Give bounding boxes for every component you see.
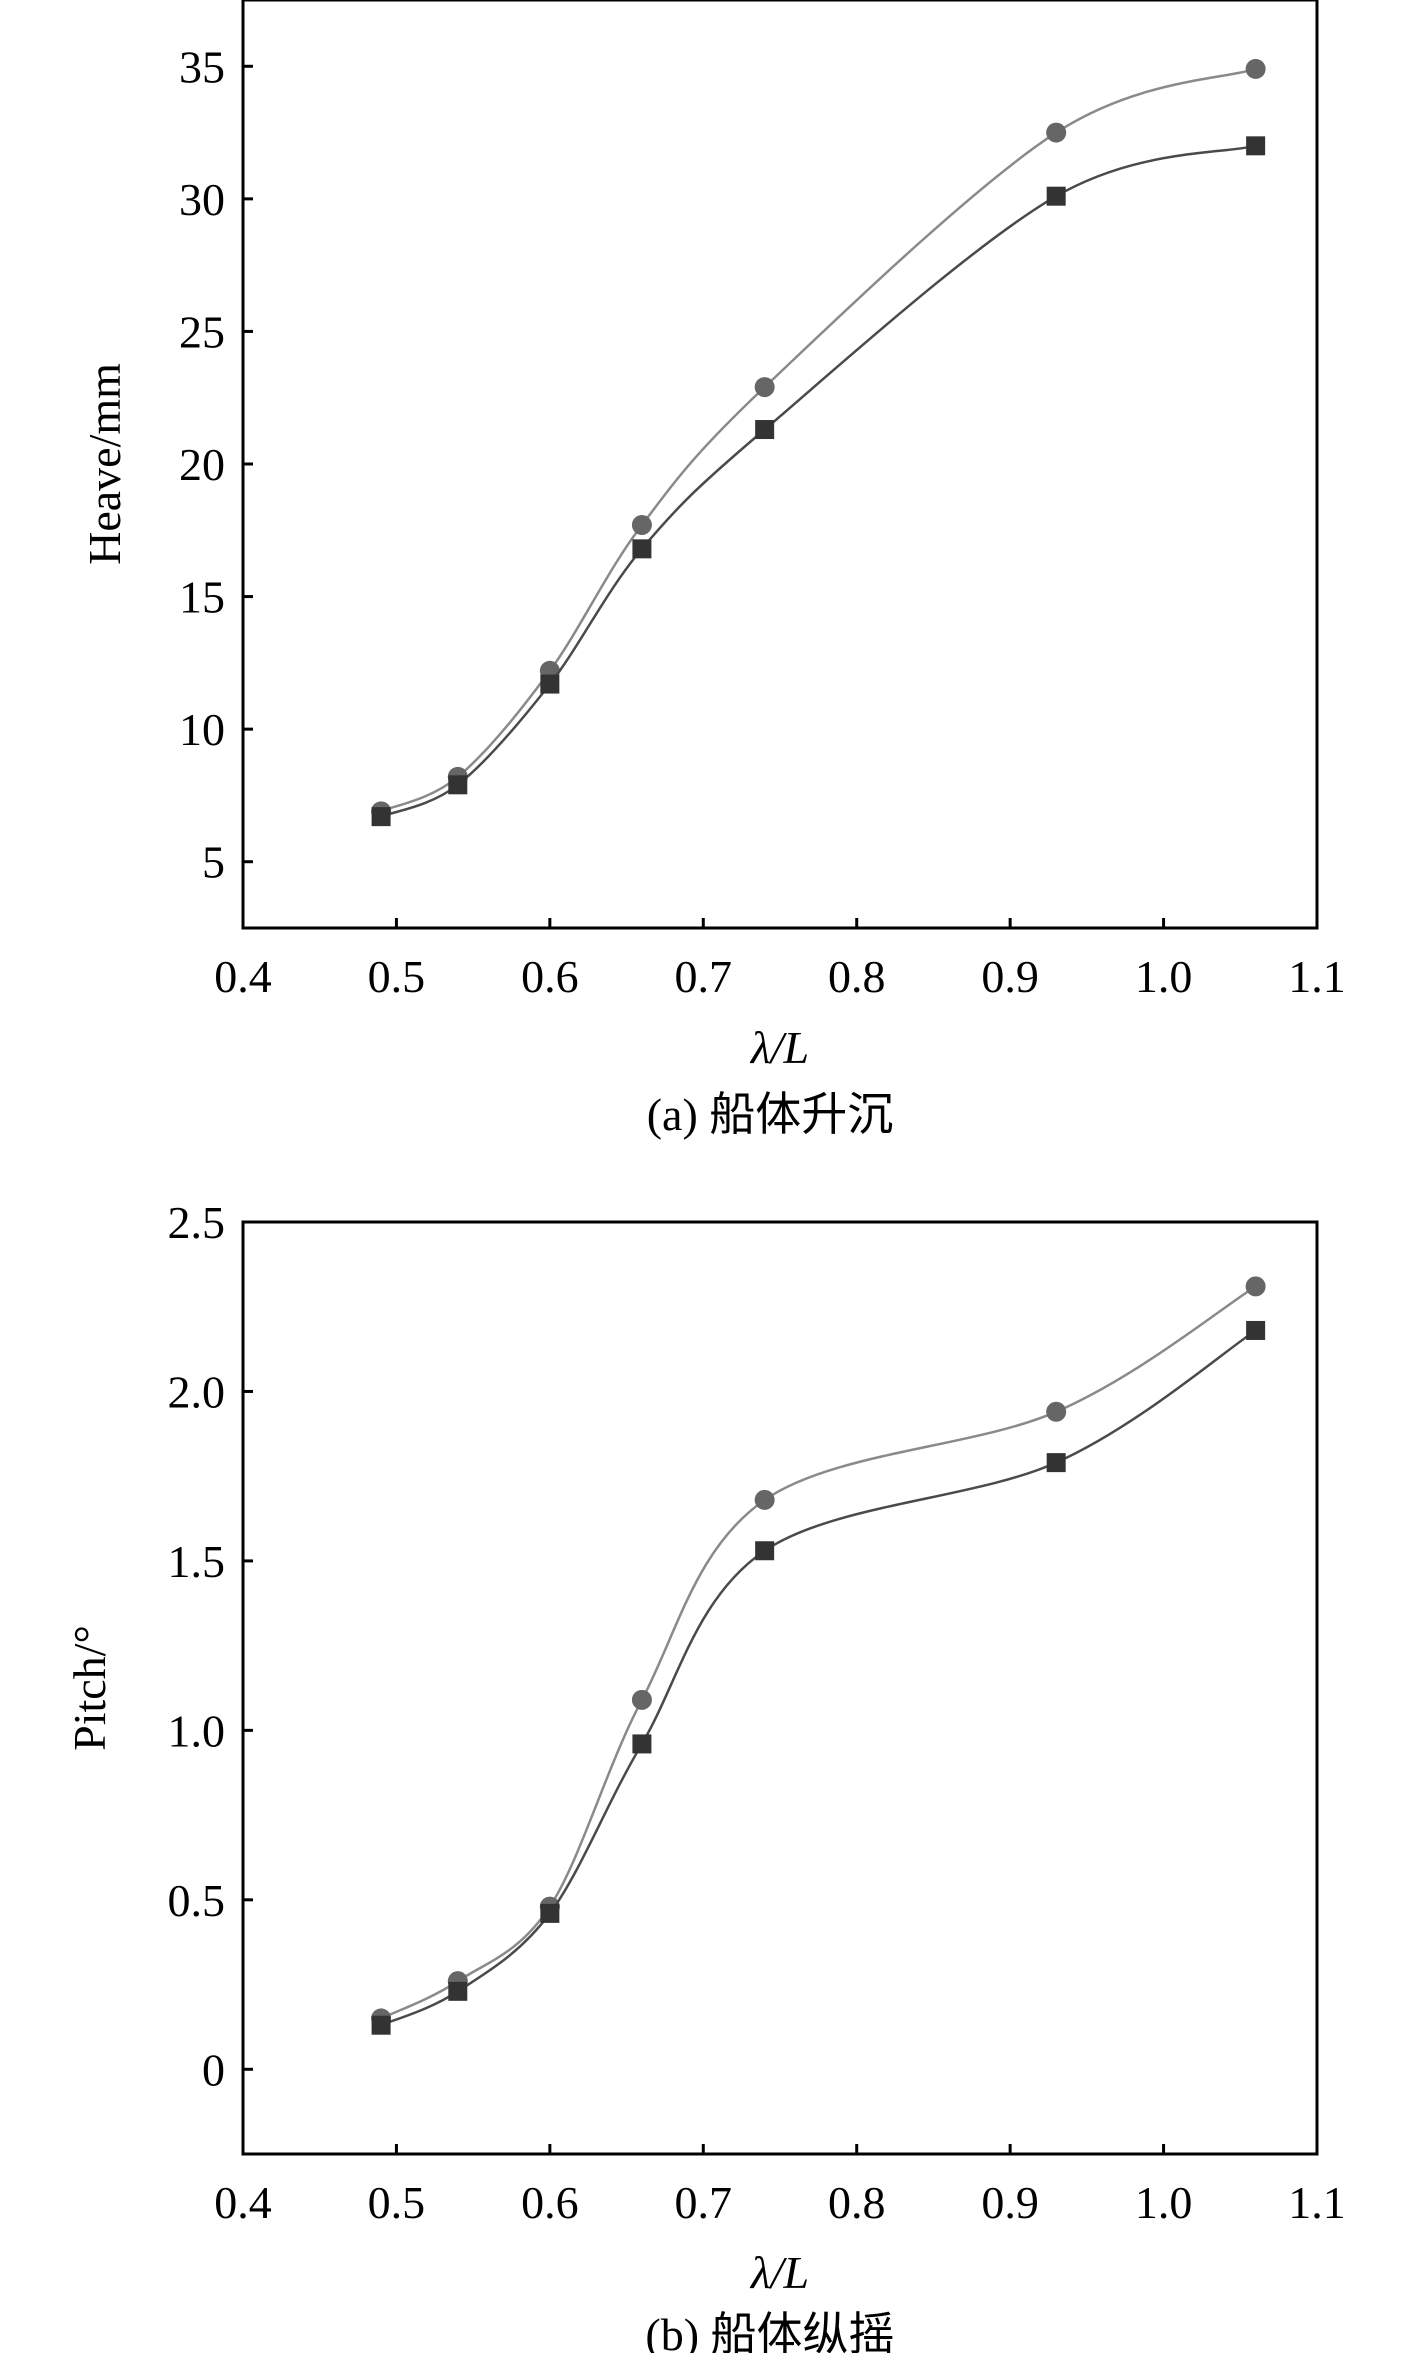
data-point-square: [371, 2015, 391, 2035]
data-point-square: [1246, 1320, 1266, 1340]
x-tick-label: 1.1: [1288, 2177, 1346, 2228]
panel-pitch: 0.4 0.5 0.6 0.7 0.8 0.9 1.0 1.1 0 0.5 1.0 1.5 2.0 2.5…: [64, 1197, 1346, 2353]
x-tick-label: 0.6: [521, 951, 579, 1002]
data-point-circle: [631, 1689, 652, 1710]
x-tick-label: 0.8: [828, 951, 886, 1002]
y-tick-label: 0: [202, 2044, 225, 2095]
data-point-circle: [1245, 58, 1266, 79]
data-point-square: [448, 1981, 468, 2001]
data-point-square: [448, 775, 468, 795]
data-point-circle: [1245, 1276, 1266, 1297]
series-square-line: [380, 1329, 1257, 2027]
y-tick-label: 2.0: [168, 1366, 226, 1417]
y-tick-label: 10: [179, 704, 225, 755]
plot-frame: [241, 1220, 1319, 2156]
x-tick-label: 0.4: [214, 951, 272, 1002]
data-point-square: [1046, 1453, 1066, 1473]
x-tick-label: 0.9: [981, 2177, 1039, 2228]
x-tick-label: 1.0: [1135, 2177, 1193, 2228]
panel-caption: (a) 船体升沉: [647, 1089, 894, 1140]
x-tick-label: 0.5: [368, 951, 426, 1002]
y-tick-label: 30: [179, 174, 225, 225]
y-tick-label: 1.0: [168, 1705, 226, 1756]
series-circle-line: [380, 67, 1256, 813]
y-axis-label: Heave/mm: [79, 363, 130, 565]
x-tick-label: 0.7: [675, 2177, 733, 2228]
data-point-circle: [631, 514, 652, 535]
data-point-square: [632, 1734, 652, 1754]
data-point-circle: [1046, 1401, 1067, 1422]
panel-heave: 0.4 0.5 0.6 0.7 0.8 0.9 1.0 1.1 5 10 15 20 25 30 35 λ/L…: [79, 0, 1346, 1140]
x-tick-label: 0.8: [828, 2177, 886, 2228]
data-point-square: [371, 807, 391, 827]
x-axis-label: λ/L: [749, 2247, 809, 2298]
y-tick-label: 0.5: [168, 1875, 226, 1926]
data-point-square: [540, 1903, 560, 1923]
data-point-square: [1046, 186, 1066, 206]
x-tick-label: 0.5: [368, 2177, 426, 2228]
data-point-circle: [1046, 122, 1067, 143]
data-point-square: [755, 1541, 775, 1561]
x-tick-label: 0.6: [521, 2177, 579, 2228]
y-tick-label: 35: [179, 41, 225, 92]
y-tick-label: 15: [179, 572, 225, 623]
y-axis-label: Pitch/°: [64, 1625, 115, 1751]
data-point-circle: [754, 377, 775, 398]
data-point-square: [632, 539, 652, 559]
plot-frame: [241, 0, 1319, 930]
x-tick-label: 0.4: [214, 2177, 272, 2228]
data-point-square: [540, 674, 560, 694]
y-tick-label: 5: [202, 837, 225, 888]
y-tick-label: 20: [179, 439, 225, 490]
x-tick-label: 0.7: [675, 951, 733, 1002]
data-point-square: [755, 420, 775, 440]
x-tick-label: 0.9: [981, 951, 1039, 1002]
series-square-line: [380, 144, 1256, 818]
y-tick-label: 25: [179, 306, 225, 357]
x-axis-label: λ/L: [749, 1022, 809, 1073]
panel-caption: (b) 船体纵摇: [645, 2309, 894, 2353]
x-tick-label: 1.1: [1288, 951, 1346, 1002]
y-tick-label: 2.5: [168, 1197, 226, 1248]
y-tick-label: 1.5: [168, 1536, 226, 1587]
x-tick-label: 1.0: [1135, 951, 1193, 1002]
data-point-square: [1246, 136, 1266, 156]
data-point-circle: [754, 1489, 775, 1510]
series-circle-line: [380, 1285, 1257, 2020]
